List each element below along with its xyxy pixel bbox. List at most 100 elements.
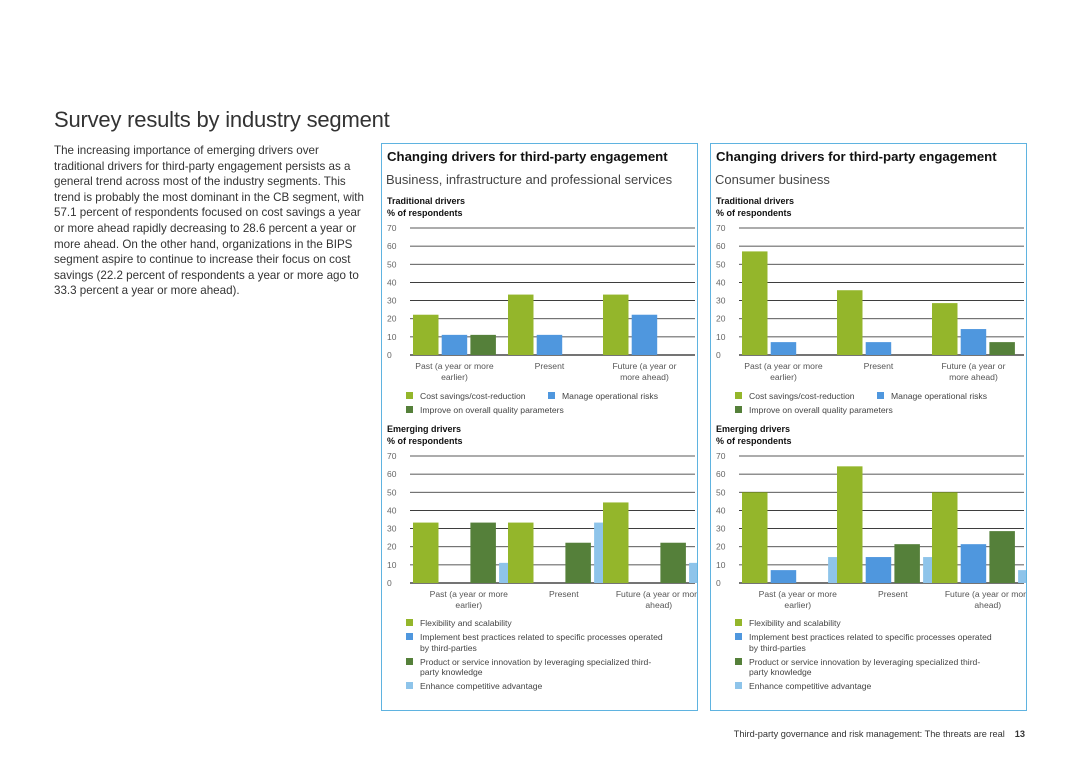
legend-label: Improve on overall quality parameters [420, 405, 564, 415]
x-tick-label: Past (a year or more [415, 361, 494, 371]
bar [413, 314, 439, 355]
y-tick-label: 40 [716, 505, 726, 515]
bar [770, 342, 797, 355]
x-tick-label: Present [535, 361, 565, 371]
page-footer: Third-party governance and risk manageme… [734, 729, 1025, 739]
x-tick-label: earlier) [455, 600, 482, 610]
legend-label: Product or service innovation by leverag… [749, 656, 981, 678]
y-tick-label: 50 [716, 259, 726, 269]
y-tick-label: 0 [716, 350, 721, 360]
y-tick-label: 20 [387, 542, 397, 552]
bar [989, 342, 1015, 355]
chart-unit: % of respondents [387, 435, 463, 446]
bar [770, 570, 797, 583]
emerging-legend: Flexibility and scalability Implement be… [735, 618, 999, 695]
panel-subtitle: Business, infrastructure and professiona… [386, 172, 673, 187]
y-tick-label: 30 [716, 524, 726, 534]
y-tick-label: 10 [387, 332, 397, 342]
bar [932, 303, 958, 355]
x-tick-label: more ahead) [949, 372, 998, 382]
y-tick-label: 70 [387, 451, 397, 461]
y-tick-label: 40 [387, 505, 397, 515]
legend-swatch [406, 657, 413, 665]
x-tick-label: earlier) [784, 600, 811, 610]
traditional-drivers-chart: 0 10 20 30 40 50 60 70 Past (a year or moreearli… [387, 223, 695, 382]
bar [1018, 570, 1026, 583]
legend-row: Cost savings/cost-reduction Manage opera… [735, 391, 999, 405]
y-tick-label: 30 [387, 524, 397, 534]
legend-item: Product or service innovation by leverag… [406, 657, 670, 678]
y-tick-label: 0 [387, 350, 392, 360]
legend-swatch [406, 406, 413, 413]
legend-swatch [406, 392, 413, 399]
emerging-heading: Emerging drivers % of respondents [716, 424, 792, 447]
bar [837, 290, 863, 355]
legend-label: Cost savings/cost-reduction [749, 391, 855, 401]
legend-label: Implement best practices related to spec… [749, 632, 992, 653]
traditional-legend: Cost savings/cost-reduction Manage opera… [406, 391, 670, 419]
legend-swatch [877, 392, 884, 399]
x-tick-label: Future (a year or more [945, 589, 1026, 599]
y-tick-label: 20 [387, 314, 397, 324]
legend-item: Flexibility and scalability [406, 618, 670, 629]
legend-label: Implement best practices related to spec… [420, 632, 663, 653]
legend-swatch [735, 392, 742, 399]
x-tick-label: Past (a year or more [744, 361, 823, 371]
y-tick-label: 50 [387, 487, 397, 497]
legend-swatch [735, 657, 742, 665]
y-tick-label: 60 [716, 241, 726, 251]
legend-swatch [406, 633, 413, 640]
bar [742, 251, 768, 355]
bar [689, 562, 697, 583]
bar [932, 492, 958, 583]
legend-swatch [406, 682, 413, 689]
y-tick-label: 0 [387, 578, 392, 588]
y-tick-label: 60 [716, 469, 726, 479]
legend-label: Cost savings/cost-reduction [420, 391, 526, 401]
chart-title: Emerging drivers [387, 424, 462, 434]
legend-item: Manage operational risks [548, 391, 702, 402]
emerging-legend: Flexibility and scalability Implement be… [406, 618, 670, 695]
chart-unit: % of respondents [387, 207, 463, 218]
legend-row: Cost savings/cost-reduction Manage opera… [406, 391, 670, 405]
bar [989, 531, 1015, 583]
panel-title: Changing drivers for third-party engagem… [716, 149, 997, 164]
x-tick-label: ahead) [645, 600, 672, 610]
y-tick-label: 20 [716, 542, 726, 552]
chart-unit: % of respondents [716, 207, 792, 218]
bar [413, 522, 439, 583]
x-tick-label: more ahead) [620, 372, 669, 382]
x-tick-label: earlier) [770, 372, 797, 382]
page-number: 13 [1014, 729, 1025, 739]
legend-label: Enhance competitive advantage [749, 681, 872, 691]
chart-title: Traditional drivers [716, 196, 795, 206]
x-tick-label: Past (a year or more [759, 589, 838, 599]
panel-subtitle: Consumer business [715, 172, 830, 187]
legend-swatch [735, 619, 742, 626]
legend-item: Implement best practices related to spec… [406, 632, 670, 653]
emerging-drivers-chart: 0 10 20 30 40 50 60 70 Past (a year or moreearli… [387, 451, 697, 610]
panel-consumer-business: Changing drivers for third-party engagem… [710, 143, 1027, 711]
chart-title: Traditional drivers [387, 196, 466, 206]
panel-title: Changing drivers for third-party engagem… [387, 149, 668, 164]
bar [865, 342, 892, 355]
y-tick-label: 20 [716, 314, 726, 324]
bar [441, 334, 468, 355]
chart-title: Emerging drivers [716, 424, 791, 434]
legend-label: Flexibility and scalability [420, 618, 512, 628]
y-tick-label: 70 [387, 223, 397, 233]
legend-item: Cost savings/cost-reduction [406, 391, 560, 402]
legend-item: Improve on overall quality parameters [406, 405, 670, 416]
legend-label: Enhance competitive advantage [420, 681, 543, 691]
emerging-heading: Emerging drivers % of respondents [387, 424, 463, 447]
y-tick-label: 50 [716, 487, 726, 497]
x-tick-label: Present [878, 589, 908, 599]
y-tick-label: 60 [387, 469, 397, 479]
legend-label: Improve on overall quality parameters [749, 405, 893, 415]
intro-paragraph: The increasing importance of emerging dr… [54, 144, 364, 298]
legend-item: Cost savings/cost-reduction [735, 391, 889, 402]
x-tick-label: Future (a year or [612, 361, 676, 371]
x-tick-label: Present [549, 589, 579, 599]
x-tick-label: Future (a year or more [616, 589, 697, 599]
y-tick-label: 50 [387, 259, 397, 269]
